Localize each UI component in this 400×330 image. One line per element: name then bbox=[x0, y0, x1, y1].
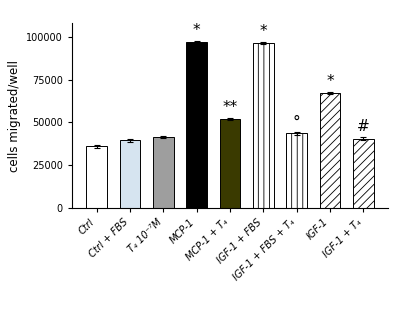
Y-axis label: cells migrated/well: cells migrated/well bbox=[8, 59, 21, 172]
Text: **: ** bbox=[222, 100, 238, 115]
Text: *: * bbox=[326, 75, 334, 89]
Bar bbox=[253, 43, 274, 208]
Text: °: ° bbox=[293, 115, 300, 129]
Bar bbox=[186, 42, 207, 208]
Bar bbox=[286, 133, 307, 208]
Bar bbox=[153, 137, 174, 208]
Bar bbox=[120, 140, 140, 208]
Bar bbox=[353, 139, 374, 208]
Text: *: * bbox=[193, 23, 200, 38]
Text: #: # bbox=[357, 119, 370, 135]
Text: *: * bbox=[260, 24, 267, 39]
Bar bbox=[86, 146, 107, 208]
Bar bbox=[220, 119, 240, 208]
Bar bbox=[320, 93, 340, 208]
